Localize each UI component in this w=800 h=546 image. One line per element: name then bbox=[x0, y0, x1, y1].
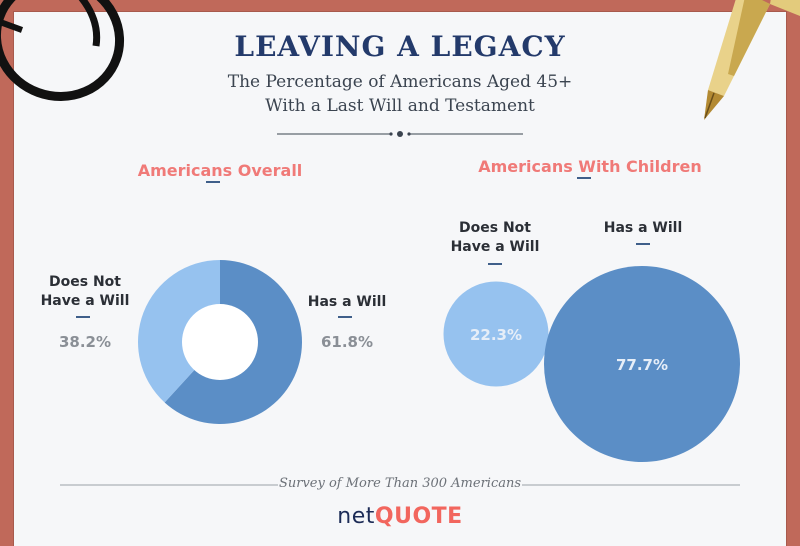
overall-no-will-percent: 38.2% bbox=[58, 333, 112, 351]
overall-no-will-label-line2: Have a Will bbox=[40, 293, 130, 309]
fountain-pen-icon bbox=[704, 0, 800, 120]
overall-section-title: Americans Overall bbox=[137, 161, 303, 180]
donut-slice-no-will bbox=[137, 260, 220, 403]
children-no-will-percent: 22.3% bbox=[469, 326, 523, 344]
netquote-logo: netQUOTE bbox=[0, 504, 800, 529]
children-no-will-label: Does Not Have a Will bbox=[440, 219, 550, 257]
overall-has-will-label: Has a Will bbox=[307, 294, 387, 310]
title-divider bbox=[277, 131, 523, 137]
subtitle-line-1: The Percentage of Americans Aged 45+ bbox=[227, 72, 573, 92]
page-title: LEAVING A LEGACY bbox=[234, 30, 566, 63]
children-no-will-label-line1: Does Not bbox=[459, 220, 531, 236]
bubble-has-will bbox=[544, 266, 740, 462]
overall-has-will-percent: 61.8% bbox=[320, 333, 374, 351]
glasses-icon bbox=[0, 0, 125, 101]
children-has-will-percent: 77.7% bbox=[615, 356, 669, 374]
donut-hole bbox=[182, 304, 258, 380]
children-no-will-label-line2: Have a Will bbox=[450, 239, 540, 255]
connector-markers bbox=[488, 177, 650, 265]
children-section-title: Americans With Children bbox=[478, 157, 702, 176]
logo-net-text: net bbox=[337, 504, 375, 529]
subtitle-line-2: With a Last Will and Testament bbox=[265, 96, 535, 116]
logo-quote-text: QUOTE bbox=[374, 504, 463, 529]
children-has-will-label: Has a Will bbox=[603, 220, 683, 236]
connector-markers bbox=[76, 181, 352, 318]
bubble-no-will bbox=[443, 281, 549, 387]
overall-no-will-label-line1: Does Not bbox=[49, 274, 121, 290]
overall-no-will-label: Does Not Have a Will bbox=[30, 273, 140, 311]
survey-caption: Survey of More Than 300 Americans bbox=[278, 476, 522, 491]
